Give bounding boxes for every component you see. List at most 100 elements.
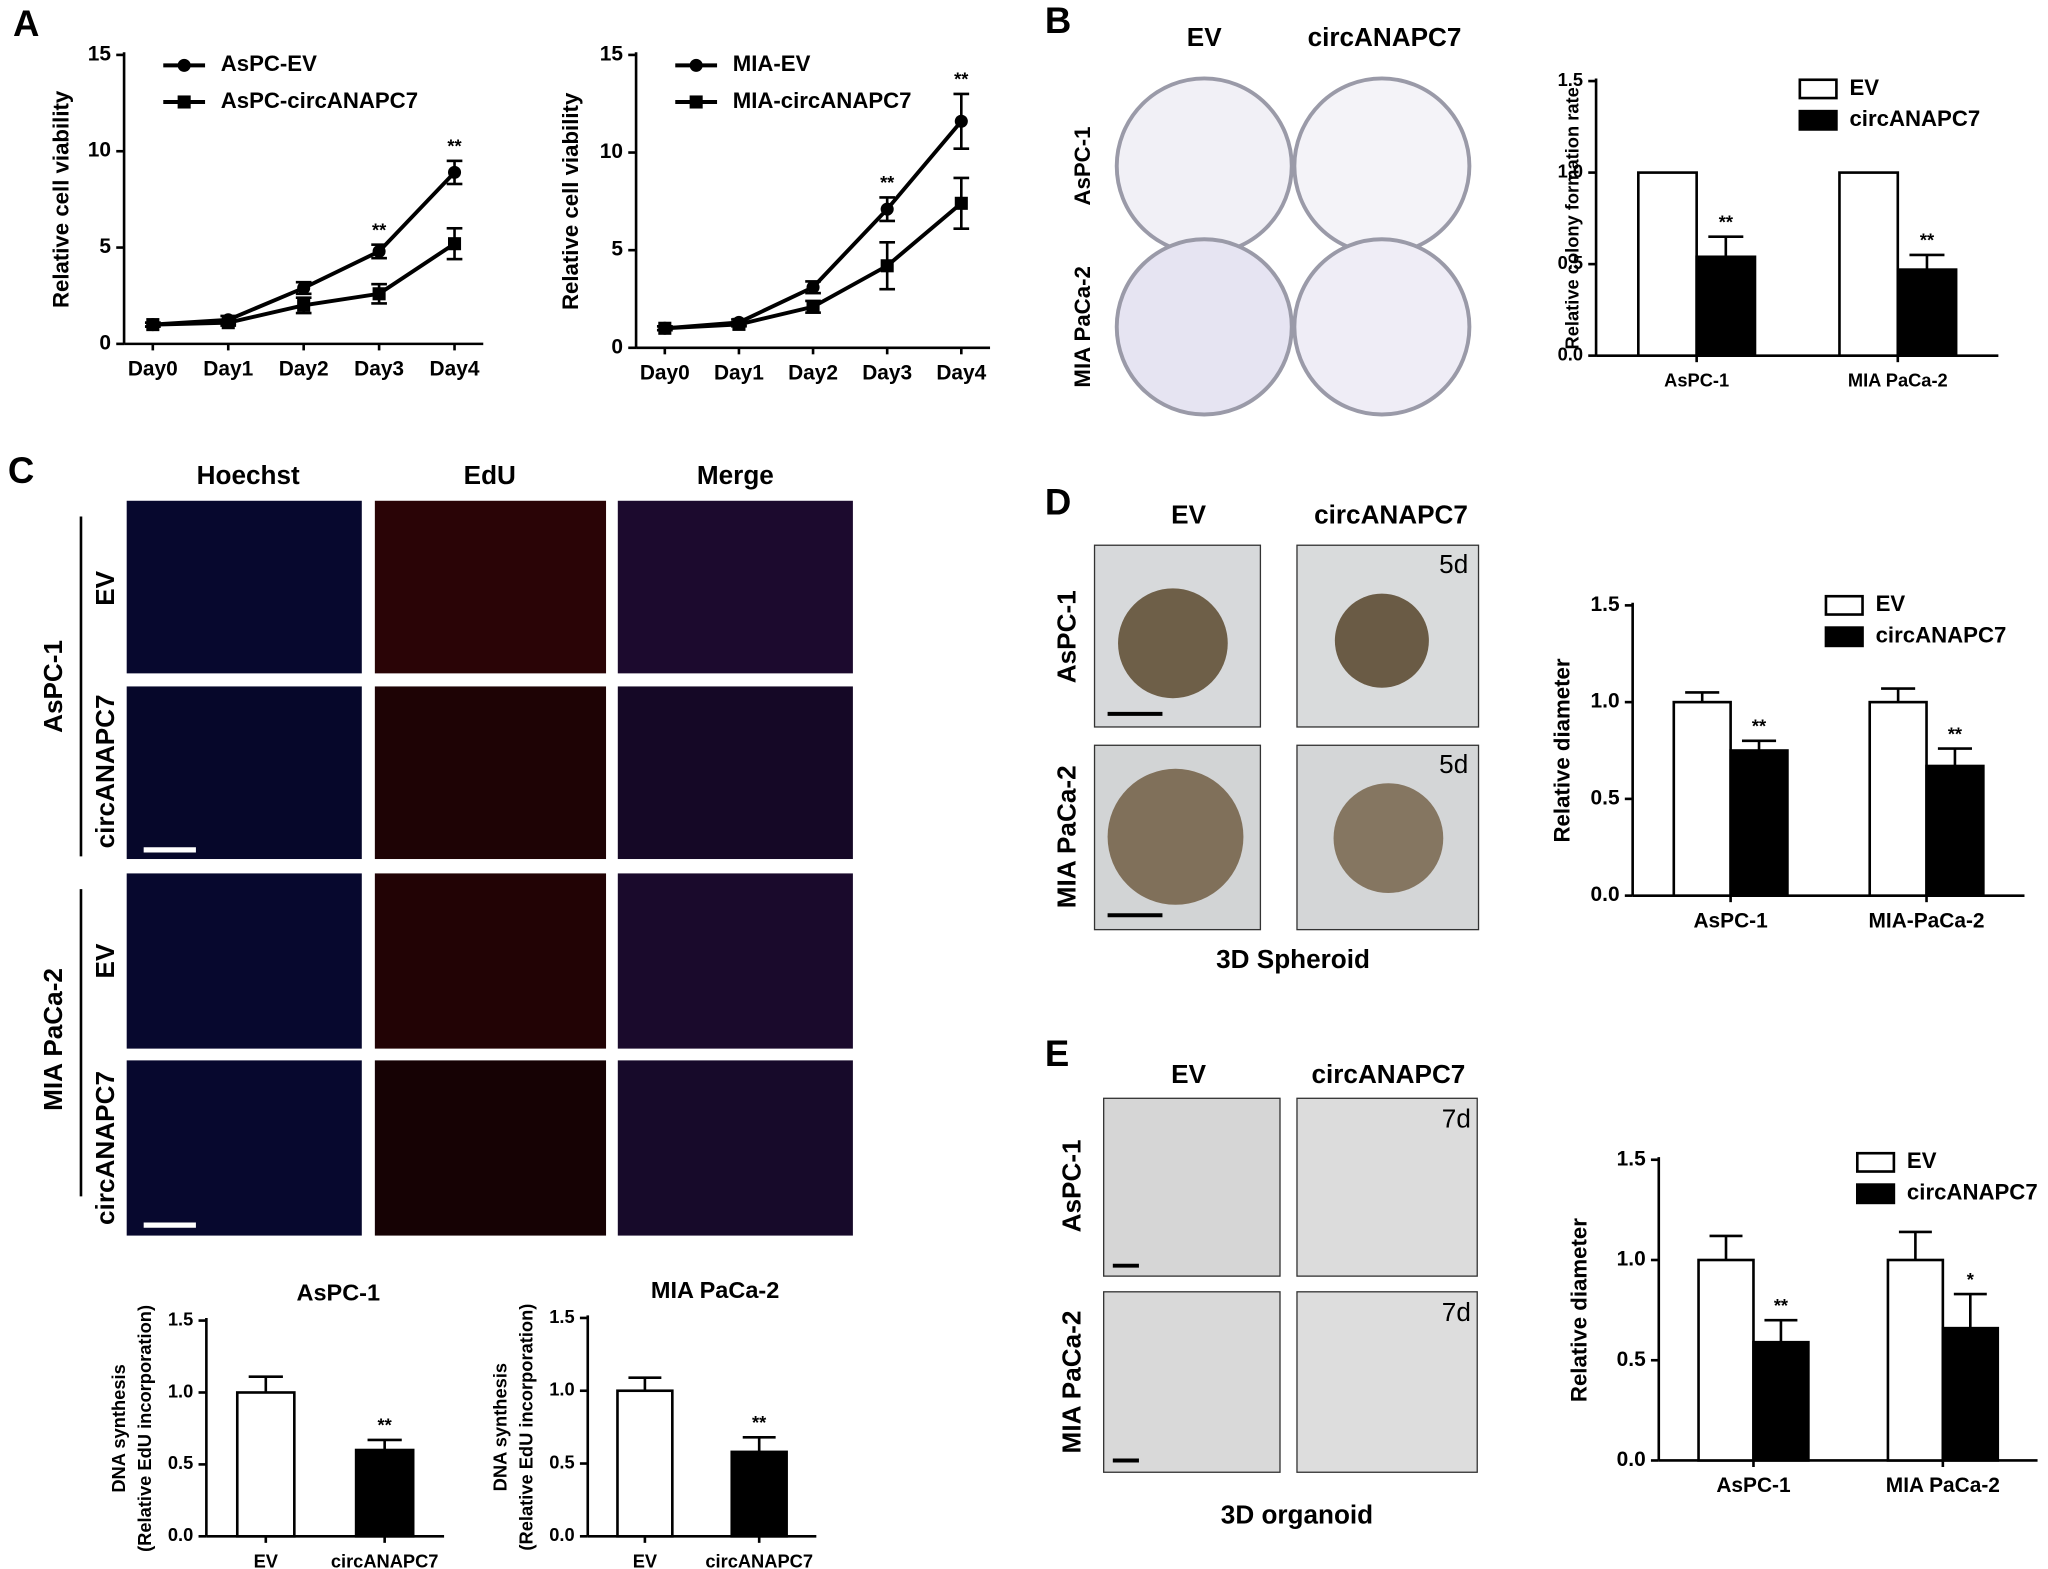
point: [954, 114, 968, 128]
dish: [1114, 237, 1294, 417]
y-axis-label: Relative diameter: [1566, 1218, 1591, 1402]
point: [221, 316, 235, 330]
panel-label: C: [8, 450, 34, 491]
row-label: AsPC-1: [1070, 127, 1095, 206]
point: [954, 196, 968, 210]
legend-label: MIA-circANAPC7: [733, 88, 912, 113]
legend-label: AsPC-circANAPC7: [221, 88, 418, 113]
dish: [1114, 76, 1294, 256]
panel-label: D: [1045, 481, 1071, 522]
significance: **: [372, 219, 387, 240]
bar: [354, 1448, 415, 1538]
legend-swatch: [1855, 1183, 1896, 1205]
bar: [1868, 700, 1928, 897]
x-tick-label: Day4: [430, 358, 480, 381]
bar: [1941, 1326, 2000, 1462]
time-label: 7d: [1442, 1103, 1471, 1133]
significance: **: [880, 172, 895, 193]
y-tick-label: 1.0: [1617, 1248, 1646, 1271]
y-tick-label: 1.5: [1591, 593, 1620, 616]
y-tick-label: 1.0: [1591, 690, 1620, 713]
dish: [1292, 237, 1472, 417]
micrograph: [1296, 1291, 1478, 1473]
x-tick-label: circANAPC7: [705, 1550, 813, 1569]
y-tick-label: 1.5: [1558, 69, 1583, 90]
bar: [1925, 764, 1985, 897]
organoid-images: [1103, 1097, 1478, 1473]
x-tick-label: AsPC-1: [1716, 1474, 1791, 1497]
bar: [235, 1391, 296, 1538]
micrograph: [617, 500, 853, 674]
row-label: circANAPC7: [90, 1071, 120, 1225]
y-tick-label: 0.5: [1617, 1348, 1646, 1371]
y-tick-label: 0.0: [1591, 883, 1620, 906]
micrograph: [617, 873, 853, 1049]
legend-swatch: [1798, 78, 1838, 100]
point: [448, 165, 462, 179]
legend-swatch: [1824, 594, 1864, 616]
chart-title: MIA PaCa-2: [651, 1277, 779, 1303]
time-label: 5d: [1439, 749, 1468, 779]
x-tick-label: Day2: [279, 358, 329, 381]
y-tick-label: 0.5: [1591, 786, 1620, 809]
micrograph: [1103, 1291, 1281, 1473]
bar: [1729, 749, 1789, 897]
group-label: MIA PaCa-2: [38, 968, 68, 1111]
bar: [1695, 255, 1757, 357]
x-tick-label: MIA PaCa-2: [1848, 370, 1948, 391]
legend-label: circANAPC7: [1876, 623, 2007, 648]
bar: [1886, 1258, 1945, 1462]
spheroid-images: [1093, 544, 1480, 931]
point: [297, 281, 311, 295]
legend-label: EV: [1907, 1148, 1937, 1173]
point: [177, 58, 191, 72]
column-label: EV: [1171, 1059, 1206, 1089]
y-axis-label: DNA synthesis: [108, 1364, 129, 1492]
micrograph: [374, 1060, 607, 1236]
series-line: [664, 120, 963, 331]
bar: [1672, 700, 1732, 897]
x-tick-label: MIA PaCa-2: [1886, 1474, 2000, 1497]
significance: *: [1967, 1269, 1975, 1290]
row-label: AsPC-1: [1057, 1139, 1087, 1232]
spheroid: [1107, 768, 1244, 905]
colony-images: [1114, 76, 1472, 417]
x-tick-label: EV: [633, 1550, 658, 1569]
significance: **: [1774, 1295, 1789, 1316]
x-tick-label: Day1: [714, 361, 764, 384]
y-axis-label: Relative diameter: [1549, 658, 1574, 842]
panel-label: B: [1045, 0, 1071, 41]
y-tick-label: 10: [88, 139, 111, 162]
point: [689, 58, 703, 72]
point: [880, 202, 894, 216]
row-label: AsPC-1: [1051, 590, 1081, 683]
y-tick-label: 10: [600, 140, 623, 163]
legend-swatch: [1824, 626, 1864, 648]
y-axis-label: DNA synthesis: [489, 1363, 510, 1491]
row-label: MIA PaCa-2: [1070, 266, 1095, 387]
y-axis-label: Relative cell viability: [49, 90, 74, 308]
time-label: 5d: [1439, 549, 1468, 579]
y-tick-label: 1.0: [1558, 160, 1583, 181]
legend-label: EV: [1876, 591, 1906, 616]
significance: **: [752, 1412, 767, 1433]
x-tick-label: Day0: [640, 361, 690, 384]
x-tick-label: Day3: [862, 361, 912, 384]
y-tick-label: 0.0: [549, 1524, 574, 1545]
legend-label: AsPC-EV: [221, 51, 317, 76]
micrograph: [617, 1060, 853, 1236]
legend-swatch: [1855, 1151, 1896, 1173]
point: [146, 318, 160, 332]
point: [689, 95, 703, 109]
bar: [1637, 171, 1698, 357]
bar: [616, 1389, 674, 1538]
y-tick-label: 0: [99, 331, 111, 354]
spheroid: [1118, 588, 1228, 699]
spheroid: [1333, 783, 1444, 894]
micrograph: [1103, 1097, 1281, 1277]
y-tick-label: 5: [99, 235, 111, 258]
significance: **: [378, 1415, 393, 1436]
column-label: EdU: [464, 460, 516, 490]
x-tick-label: EV: [254, 1550, 279, 1569]
